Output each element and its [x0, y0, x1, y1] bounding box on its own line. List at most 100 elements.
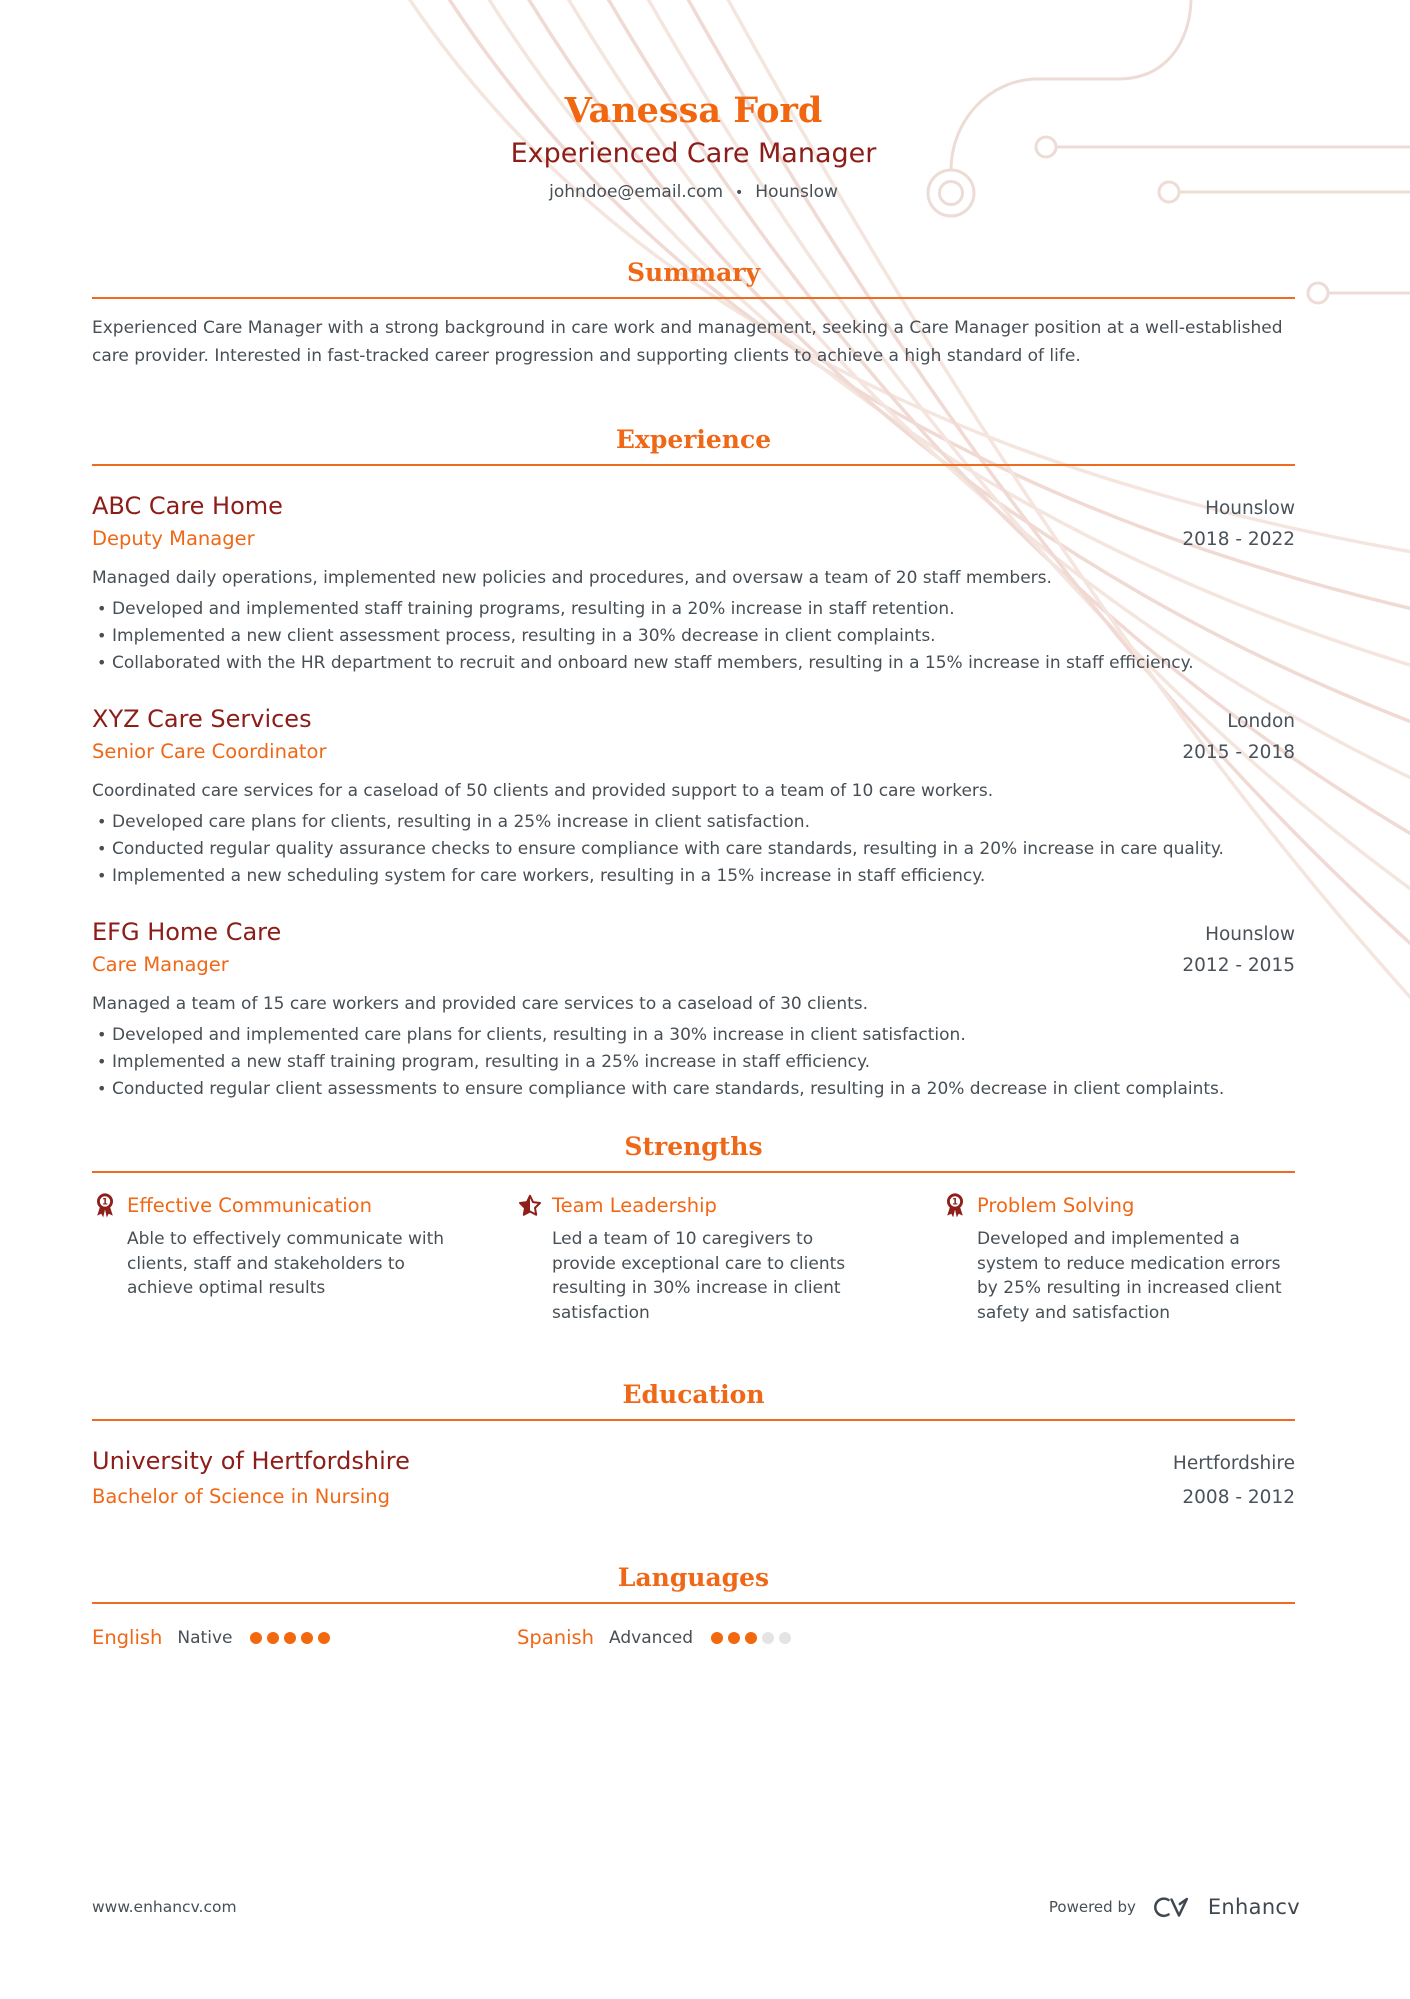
svg-text:1: 1	[952, 1197, 958, 1207]
contact-line: johndoe@email.com • Hounslow	[92, 180, 1295, 205]
strength-item: 1 Problem Solving Developed and implemen…	[942, 1193, 1295, 1325]
language-level: Native	[177, 1627, 233, 1648]
job-entry: EFG Home Care Hounslow Care Manager 2012…	[92, 917, 1295, 1103]
strength-description: Able to effectively communicate with cli…	[127, 1229, 445, 1298]
education-dates: 2008 - 2012	[1182, 1487, 1295, 1508]
education-entry: University of Hertfordshire Hertfordshir…	[92, 1446, 1295, 1512]
job-role-row: Care Manager 2012 - 2015	[92, 952, 1295, 980]
languages-section-title: Languages	[617, 1563, 770, 1592]
job-dates: 2015 - 2018	[1182, 742, 1295, 763]
section-underline	[92, 1419, 1295, 1421]
job-role: Deputy Manager	[92, 527, 255, 550]
enhancv-brand[interactable]: Enhancv	[1148, 1893, 1300, 1921]
job-role-row: Senior Care Coordinator 2015 - 2018	[92, 739, 1295, 767]
company-name: EFG Home Care	[92, 918, 282, 946]
brand-name: Enhancv	[1207, 1895, 1300, 1919]
language-level-dots	[250, 1631, 331, 1644]
language-level: Advanced	[609, 1627, 693, 1648]
degree-name: Bachelor of Science in Nursing	[92, 1485, 391, 1508]
language-grid-spacer	[942, 1626, 1295, 1649]
medal-icon: 1	[92, 1193, 118, 1219]
language-level-dot	[250, 1631, 263, 1644]
job-bullet: Developed and implemented staff training…	[92, 595, 1295, 623]
job-role-row: Deputy Manager 2018 - 2022	[92, 526, 1295, 554]
job-description: Coordinated care services for a caseload…	[92, 781, 994, 801]
job-location: Hounslow	[1205, 498, 1295, 519]
person-name: Vanessa Ford	[564, 90, 823, 131]
section-languages: Languages English Native Spanish Advance…	[92, 1562, 1295, 1649]
footer-website-link[interactable]: www.enhancv.com	[92, 1898, 237, 1916]
section-summary: Summary Experienced Care Manager with a …	[92, 257, 1295, 370]
language-level-dot	[284, 1631, 297, 1644]
contact-email[interactable]: johndoe@email.com	[549, 182, 724, 202]
job-bullet: Collaborated with the HR department to r…	[92, 649, 1295, 677]
section-underline	[92, 464, 1295, 466]
strength-header: 1 Problem Solving	[942, 1193, 1295, 1219]
language-level-dot	[301, 1631, 314, 1644]
job-role: Senior Care Coordinator	[92, 740, 327, 763]
experience-section-title: Experience	[615, 425, 772, 454]
job-bullet: Implemented a new scheduling system for …	[92, 862, 1295, 890]
strength-item: Team Leadership Led a team of 10 caregiv…	[517, 1193, 870, 1325]
education-degree-row: Bachelor of Science in Nursing 2008 - 20…	[92, 1481, 1295, 1512]
language-level-dots	[711, 1631, 791, 1644]
language-item: Spanish Advanced	[517, 1626, 870, 1649]
job-dates: 2012 - 2015	[1182, 955, 1295, 976]
strength-item: 1 Effective Communication Able to effect…	[92, 1193, 445, 1325]
summary-section-title: Summary	[626, 258, 761, 287]
powered-by: Powered by Enhancv	[1049, 1893, 1300, 1921]
section-underline	[92, 1171, 1295, 1173]
medal-icon: 1	[942, 1193, 968, 1219]
strength-header: Team Leadership	[517, 1193, 870, 1219]
enhancv-logo-icon	[1148, 1893, 1200, 1921]
strengths-grid: 1 Effective Communication Able to effect…	[92, 1193, 1295, 1325]
job-header-row: EFG Home Care Hounslow	[92, 917, 1295, 949]
strength-description: Led a team of 10 caregivers to provide e…	[552, 1229, 846, 1323]
job-bullet: Developed care plans for clients, result…	[92, 808, 1295, 836]
language-level-dot	[267, 1631, 280, 1644]
section-underline	[92, 1602, 1295, 1604]
education-section-title: Education	[622, 1380, 765, 1409]
language-level-dot	[762, 1631, 774, 1644]
strength-description: Developed and implemented a system to re…	[977, 1229, 1282, 1323]
section-education: Education University of Hertfordshire He…	[92, 1379, 1295, 1512]
job-header-row: XYZ Care Services London	[92, 704, 1295, 736]
contact-separator-icon: •	[735, 185, 744, 201]
language-level-dot	[711, 1631, 723, 1644]
education-location: Hertfordshire	[1172, 1453, 1295, 1474]
summary-text: Experienced Care Manager with a strong b…	[92, 318, 1283, 366]
languages-grid: English Native Spanish Advanced	[92, 1626, 1295, 1649]
language-name: Spanish	[517, 1626, 595, 1649]
school-name: University of Hertfordshire	[92, 1447, 410, 1475]
language-level-dot	[745, 1631, 757, 1644]
company-name: XYZ Care Services	[92, 705, 312, 733]
strength-title: Effective Communication	[127, 1194, 372, 1217]
job-dates: 2018 - 2022	[1182, 529, 1295, 550]
company-name: ABC Care Home	[92, 492, 283, 520]
job-location: London	[1227, 711, 1295, 732]
job-description: Managed daily operations, implemented ne…	[92, 568, 1052, 588]
job-bullet: Conducted regular quality assurance chec…	[92, 835, 1295, 863]
strength-title: Team Leadership	[552, 1194, 717, 1217]
person-title: Experienced Care Manager	[510, 138, 877, 169]
job-bullet-list: Developed care plans for clients, result…	[92, 808, 1295, 890]
header: Vanessa Ford Experienced Care Manager jo…	[92, 0, 1295, 205]
job-entry: XYZ Care Services London Senior Care Coo…	[92, 704, 1295, 890]
contact-location: Hounslow	[755, 182, 838, 202]
star-icon	[517, 1193, 543, 1219]
job-bullet-list: Developed and implemented staff training…	[92, 595, 1295, 677]
section-strengths: Strengths 1 Effective Communication Abl	[92, 1131, 1295, 1325]
job-bullet: Implemented a new client assessment proc…	[92, 622, 1295, 650]
job-entry: ABC Care Home Hounslow Deputy Manager 20…	[92, 491, 1295, 677]
job-bullet-list: Developed and implemented care plans for…	[92, 1021, 1295, 1103]
language-item: English Native	[92, 1626, 445, 1649]
language-level-dot	[318, 1631, 331, 1644]
job-bullet: Conducted regular client assessments to …	[92, 1075, 1295, 1103]
job-role: Care Manager	[92, 953, 229, 976]
language-name: English	[92, 1626, 163, 1649]
section-experience: Experience ABC Care Home Hounslow Deputy…	[92, 424, 1295, 1103]
footer: www.enhancv.com Powered by Enhancv	[92, 1893, 1300, 1921]
svg-text:1: 1	[102, 1197, 108, 1207]
powered-by-label: Powered by	[1048, 1898, 1136, 1916]
